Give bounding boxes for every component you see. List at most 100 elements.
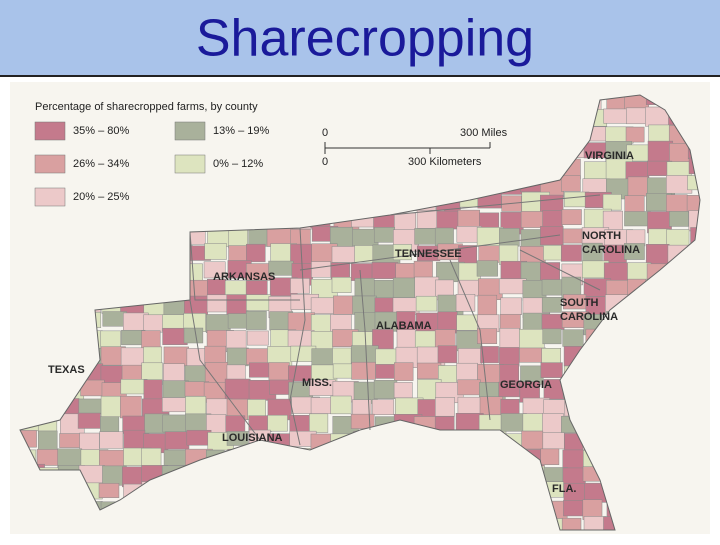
county [350, 413, 375, 429]
legend-title: Percentage of sharecropped farms, by cou… [35, 101, 258, 113]
county [502, 536, 523, 540]
county [37, 430, 58, 451]
county [669, 211, 689, 227]
county [711, 128, 720, 145]
county [712, 263, 720, 280]
county [710, 430, 720, 451]
county [667, 536, 689, 540]
county [395, 535, 415, 540]
county [416, 534, 435, 540]
county [268, 533, 288, 540]
county [162, 380, 189, 398]
state-label: GEORGIA [500, 379, 552, 391]
county [289, 415, 312, 434]
county [204, 362, 228, 384]
state-label: SOUTH CAROLINA [560, 297, 618, 323]
border [449, 259, 491, 421]
county [666, 194, 688, 213]
county [393, 382, 413, 399]
county [203, 261, 226, 279]
county [584, 533, 607, 540]
county [246, 243, 266, 263]
county [351, 535, 371, 540]
county [120, 379, 148, 395]
state-label: FLA. [552, 483, 576, 495]
county [711, 142, 720, 162]
county [394, 362, 414, 381]
state-label: NORTH CAROLINA [582, 230, 640, 256]
county [373, 227, 396, 243]
county [394, 212, 417, 231]
county [603, 108, 628, 124]
county [120, 395, 142, 419]
county [711, 331, 720, 351]
county [246, 294, 271, 311]
state-label-line: SOUTH [560, 297, 599, 309]
state-label-line: NORTH [582, 230, 621, 242]
county [228, 227, 248, 249]
county [331, 535, 358, 540]
county [457, 209, 480, 229]
county [371, 399, 395, 415]
county [163, 363, 185, 382]
county [205, 314, 231, 333]
county [709, 230, 720, 247]
legend-label: 20% – 25% [73, 191, 129, 203]
county [560, 175, 581, 192]
county [143, 379, 163, 401]
scale-label: 300 Miles [460, 127, 508, 139]
county [709, 366, 720, 387]
county [541, 348, 561, 365]
border [389, 194, 601, 216]
county [163, 346, 189, 367]
county [245, 310, 267, 330]
county [480, 346, 499, 364]
county [352, 295, 377, 315]
county [141, 447, 162, 467]
county [396, 329, 416, 350]
state-label-line: FLA. [552, 483, 576, 495]
county [206, 294, 229, 313]
legend-swatch [34, 154, 66, 174]
legend-swatch [34, 121, 66, 141]
county [541, 279, 563, 296]
slide-title: Sharecropping [196, 10, 534, 68]
county [711, 312, 720, 328]
county [101, 535, 129, 540]
county [712, 415, 720, 433]
county [541, 296, 562, 313]
state-label-line: ALABAMA [376, 320, 432, 332]
county [374, 533, 398, 540]
county [710, 177, 720, 197]
county [499, 347, 520, 367]
county [331, 246, 357, 263]
county [477, 328, 498, 344]
county [98, 483, 120, 498]
county [16, 533, 39, 540]
county [606, 536, 627, 540]
county [709, 499, 720, 515]
county [77, 412, 101, 429]
county [310, 533, 336, 540]
scale-label: 300 Kilometers [408, 156, 482, 168]
state-label-line: GEORGIA [500, 379, 552, 391]
county [624, 195, 645, 214]
county [417, 362, 442, 380]
county [164, 535, 191, 540]
county [225, 534, 245, 540]
county [542, 328, 562, 345]
county [121, 534, 142, 540]
border [519, 249, 601, 291]
county [560, 244, 582, 262]
county [354, 278, 375, 297]
county [603, 262, 631, 282]
county [478, 245, 501, 263]
county [542, 413, 564, 436]
county [712, 484, 720, 503]
state-label: LOUISIANA [222, 432, 283, 444]
county [141, 330, 161, 350]
county [542, 210, 563, 230]
county [435, 397, 455, 417]
county [709, 298, 720, 317]
